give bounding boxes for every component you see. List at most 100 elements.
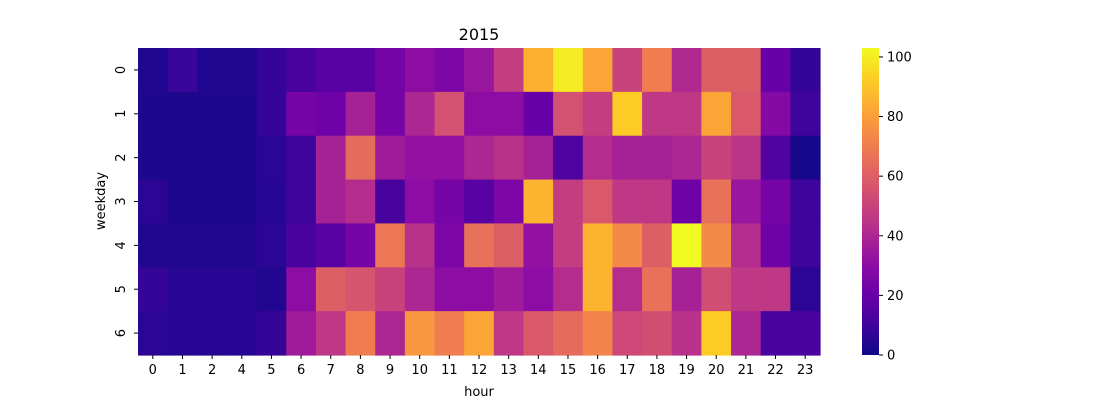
heatmap-cell — [731, 48, 762, 93]
colorbar-tick-label: 40 — [887, 229, 904, 244]
heatmap-cell — [790, 135, 821, 181]
heatmap-cell — [790, 48, 821, 93]
heatmap-cell — [404, 48, 436, 93]
heatmap-cell — [138, 179, 169, 225]
heatmap-cell — [642, 48, 673, 93]
heatmap-cell — [138, 267, 169, 312]
heatmap-cell — [464, 223, 495, 268]
heatmap-cell — [760, 311, 791, 356]
heatmap-cell — [286, 48, 317, 93]
heatmap-cell — [553, 48, 584, 93]
heatmap-cell — [256, 135, 287, 181]
colorbar-tick-label: 20 — [887, 289, 904, 304]
heatmap-cell — [315, 48, 347, 93]
heatmap-cell — [553, 135, 584, 181]
x-tick-label: 21 — [738, 363, 755, 378]
heatmap-cell — [493, 91, 525, 137]
heatmap-cell — [256, 311, 287, 356]
heatmap-cell — [256, 267, 287, 312]
heatmap-cell — [167, 48, 198, 93]
heatmap-cell — [434, 91, 465, 137]
heatmap-cell — [375, 223, 406, 268]
heatmap-cell — [226, 48, 258, 93]
heatmap-cell — [523, 223, 554, 268]
heatmap-cell — [760, 135, 791, 181]
heatmap-cell — [701, 135, 732, 181]
heatmap-cell — [553, 91, 584, 137]
heatmap-cell — [523, 91, 554, 137]
heatmap-cell — [493, 223, 525, 268]
heatmap-cell — [404, 135, 436, 181]
heatmap-cell — [197, 48, 228, 93]
heatmap-cell — [138, 48, 169, 93]
heatmap-cell — [315, 223, 347, 268]
heatmap-cell — [404, 179, 436, 225]
heatmap-cell — [671, 48, 702, 93]
heatmap-cell — [582, 48, 614, 93]
x-tick-label: 16 — [589, 363, 606, 378]
heatmap-cell — [345, 135, 376, 181]
heatmap-cell — [434, 179, 465, 225]
y-tick-label: 4 — [114, 241, 129, 249]
heatmap-cell — [256, 91, 287, 137]
y-tick-label: 2 — [114, 154, 129, 162]
heatmap-cell — [226, 135, 258, 181]
x-axis-ticks: 0 1 2 4 5 6 7 8 9 10 11 12 13 14 15 16 17 18 19 20 21 22 23 — [149, 355, 814, 378]
heatmap-cell — [167, 223, 198, 268]
colorbar — [862, 48, 879, 355]
x-tick-label: 8 — [356, 363, 364, 378]
heatmap-cell — [671, 267, 702, 312]
colorbar-ticks: 0 20 40 60 80 100 — [879, 50, 912, 364]
heatmap-cell — [138, 91, 169, 137]
heatmap-cell — [790, 267, 821, 312]
heatmap-cell — [612, 179, 643, 225]
heatmap-cell — [167, 179, 198, 225]
heatmap-cell — [612, 135, 643, 181]
heatmap-cell — [464, 267, 495, 312]
heatmap-cell — [434, 223, 465, 268]
heatmap-cell — [404, 267, 436, 312]
heatmap-cell — [404, 91, 436, 137]
x-tick-label: 19 — [678, 363, 695, 378]
x-axis-label: hour — [464, 385, 494, 400]
heatmap-cell — [226, 223, 258, 268]
heatmap-cell — [286, 91, 317, 137]
heatmap-cell — [523, 48, 554, 93]
x-tick-label: 1 — [178, 363, 186, 378]
heatmap-cell — [642, 267, 673, 312]
heatmap-cell — [434, 311, 465, 356]
heatmap-cell — [375, 48, 406, 93]
heatmap-cell — [167, 311, 198, 356]
heatmap-cell — [286, 223, 317, 268]
heatmap-cell — [197, 179, 228, 225]
heatmap-cell — [493, 311, 525, 356]
heatmap-cell — [582, 135, 614, 181]
x-tick-label: 23 — [797, 363, 814, 378]
heatmap-cell — [315, 135, 347, 181]
heatmap-cell — [464, 311, 495, 356]
heatmap-cell — [523, 267, 554, 312]
heatmap-cell — [642, 135, 673, 181]
heatmap-cell — [167, 91, 198, 137]
heatmap-cell — [760, 91, 791, 137]
heatmap-cell — [375, 267, 406, 312]
heatmap-cell — [375, 135, 406, 181]
heatmap-cell — [731, 267, 762, 312]
heatmap-cell — [226, 267, 258, 312]
x-tick-label: 12 — [471, 363, 488, 378]
heatmap-cell — [404, 223, 436, 268]
heatmap-cell — [464, 48, 495, 93]
heatmap-cell — [493, 135, 525, 181]
heatmap-cell — [582, 223, 614, 268]
heatmap-cell — [375, 91, 406, 137]
x-tick-label: 11 — [441, 363, 458, 378]
y-axis-ticks: 0 1 2 3 4 5 6 — [114, 66, 138, 337]
heatmap-cell — [612, 311, 643, 356]
heatmap-cell — [464, 91, 495, 137]
heatmap-cell — [345, 311, 376, 356]
heatmap-cell — [642, 179, 673, 225]
x-tick-label: 5 — [267, 363, 275, 378]
x-tick-label: 6 — [297, 363, 305, 378]
heatmap-cell — [197, 267, 228, 312]
